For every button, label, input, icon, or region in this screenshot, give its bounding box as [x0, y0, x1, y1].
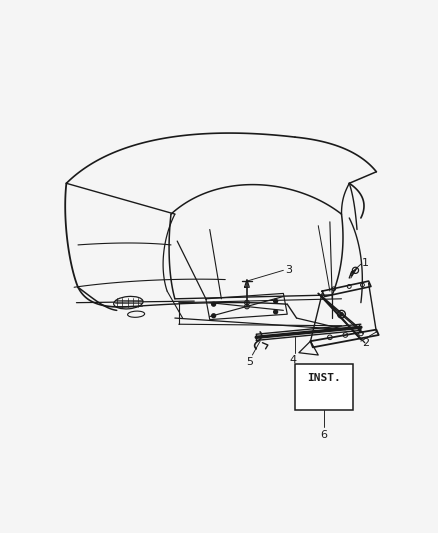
Circle shape — [212, 302, 215, 306]
Text: INST.: INST. — [307, 373, 341, 383]
Ellipse shape — [114, 296, 143, 309]
Text: 5: 5 — [247, 357, 254, 367]
Circle shape — [340, 313, 343, 316]
Text: 4: 4 — [289, 355, 296, 365]
Circle shape — [212, 314, 215, 318]
Circle shape — [274, 310, 278, 314]
Text: 3: 3 — [285, 264, 292, 274]
FancyBboxPatch shape — [295, 364, 353, 410]
Text: 6: 6 — [321, 430, 328, 440]
Text: 2: 2 — [362, 338, 369, 348]
Circle shape — [274, 299, 278, 303]
Text: 1: 1 — [362, 257, 369, 268]
Ellipse shape — [127, 311, 145, 317]
